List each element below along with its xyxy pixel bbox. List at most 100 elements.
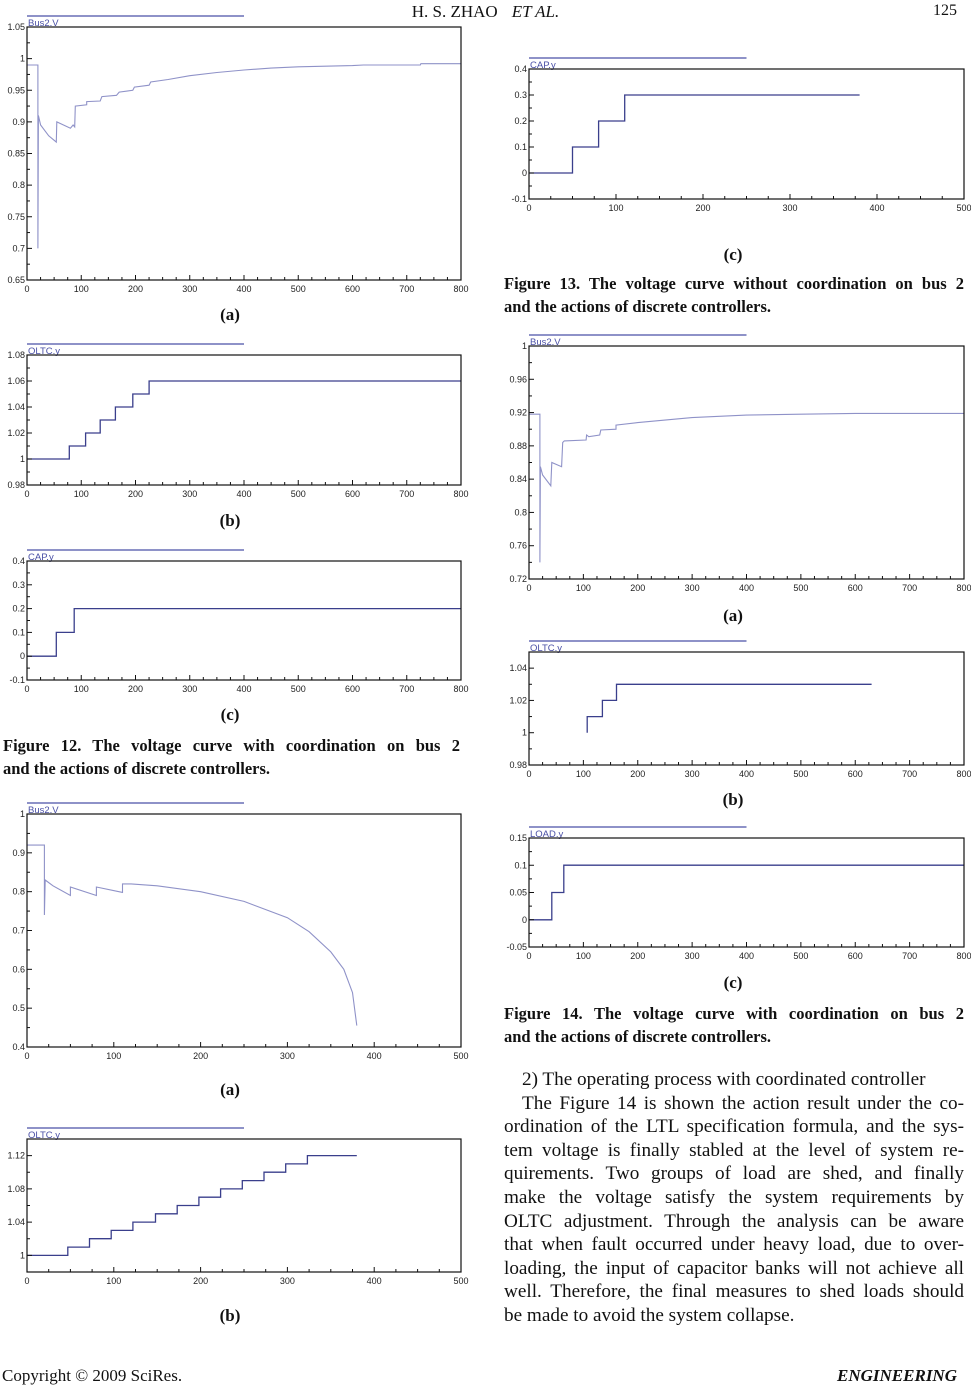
figure-13-caption: Figure 13. The voltage curve without coo… [504,272,964,318]
legend-label: CAP.y [28,552,54,563]
plot-frame [528,68,965,200]
x-tick-label: 800 [956,769,971,779]
subfig-label-13c: (c) [723,245,743,264]
y-tick-label: 1 [522,728,527,738]
y-tick-label: 0.2 [12,604,25,614]
y-tick-label: 1.08 [7,350,25,360]
x-tick-label: 700 [902,769,917,779]
x-tick-label: 500 [793,769,808,779]
y-tick-label: 0.84 [509,474,527,484]
subfig-label-14a: (a) [723,606,743,625]
x-tick-label: 700 [399,684,414,694]
caption-line: Figure 12. The voltage curve with coordi… [3,736,460,755]
y-tick-label: 0.88 [509,441,527,451]
series-line [529,412,964,563]
y-tick-label: 0.9 [12,848,25,858]
x-tick-label: 0 [24,684,29,694]
x-tick-label: 500 [291,684,306,694]
figure-14-caption: Figure 14. The voltage curve with coordi… [504,1002,964,1048]
subfig-label-12a: (a) [220,305,240,324]
x-tick-label: 700 [399,284,414,294]
running-header: H. S. ZHAO ET AL. [0,2,971,22]
x-tick-label: 700 [902,951,917,961]
page-number: 125 [933,2,957,19]
series-line [27,844,358,1026]
x-tick-label: 300 [182,489,197,499]
y-tick-label: 0.1 [12,627,25,637]
y-tick-label: 0.72 [509,574,527,584]
x-tick-label: 400 [236,489,251,499]
legend-label: OLTC.y [28,1130,60,1141]
y-tick-label: 0.98 [509,760,527,770]
y-tick-label: 1.02 [7,428,25,438]
x-tick-label: 0 [24,284,29,294]
body-line: tem voltage is finally stabled at the le… [504,1139,964,1161]
body-line: loading, the input of capacitor banks wi… [504,1257,964,1279]
x-tick-label: 200 [128,284,143,294]
x-tick-label: 500 [453,1051,468,1061]
x-tick-label: 400 [367,1051,382,1061]
y-tick-label: 0.6 [12,964,25,974]
body-line: that when fault occurred under heavy loa… [504,1234,964,1256]
y-tick-label: 0.7 [12,243,25,253]
y-tick-label: -0.1 [9,675,25,685]
x-tick-label: 600 [345,284,360,294]
plot-frame [26,1138,462,1273]
chart-fig13b-oltc: OLTC.y 0 100 200 300 400 500 1 1.04 1.08 1.12 [7,1127,469,1286]
chart-svg: OLTC.y 0 100 200 300 400 500 600 700 800 0.98 1 1.02… [7,343,469,499]
subfig-label-12c: (c) [220,705,240,724]
x-tick-label: 300 [280,1276,295,1286]
x-tick-label: 600 [848,769,863,779]
x-tick-label: 200 [128,489,143,499]
x-tick-label: 100 [608,203,623,213]
legend-label: LOAD.y [530,829,564,840]
footer-journal: ENGINEERING [837,1366,957,1385]
y-tick-label: 0.95 [7,85,25,95]
x-tick-label: 400 [869,203,884,213]
y-tick-label: 0.1 [514,860,527,870]
chart-fig14a-bus2-voltage: Bus2.V 0 100 200 300 400 500 600 700 800 0.72 0.76 0… [509,334,971,593]
x-tick-label: 500 [291,489,306,499]
chart-svg: OLTC.y 0 100 200 300 400 500 600 700 800 0.98 1 1.02… [509,640,971,779]
y-tick-label: 0.1 [514,142,527,152]
chart-fig12c-cap: CAP.y 0 100 200 300 400 500 600 700 800 -0.1 0 0.1 0.… [9,549,469,694]
subfig-label-14c: (c) [723,973,743,992]
y-tick-label: 1 [20,809,25,819]
x-tick-label: 300 [182,684,197,694]
y-tick-label: 0 [522,915,527,925]
x-tick-label: 0 [526,951,531,961]
x-tick-label: 600 [345,684,360,694]
y-tick-label: -0.1 [511,194,527,204]
x-tick-label: 200 [193,1276,208,1286]
x-tick-label: 100 [106,1276,121,1286]
y-tick-label: 0.98 [7,480,25,490]
y-tick-label: 1 [20,454,25,464]
caption-line: and the actions of discrete controllers. [3,759,271,778]
x-tick-label: 400 [236,684,251,694]
x-tick-label: 500 [793,951,808,961]
chart-svg: Bus2.V 0 100 200 300 400 500 0.4 0.5 0.6 0.7 0.8 0.9… [12,802,469,1061]
x-tick-label: 0 [526,769,531,779]
footer-copyright: Copyright © 2009 SciRes. [2,1366,183,1385]
series-line [27,1154,357,1257]
plot-frame [26,560,462,681]
plot-frame [26,813,462,1048]
body-line: be made to avoid the system collapse. [504,1304,795,1326]
x-tick-label: 500 [291,284,306,294]
legend-label: Bus2.V [530,337,561,348]
y-tick-label: 1.04 [7,1217,25,1227]
chart-fig13c-cap: CAP.y 0 100 200 300 400 500 -0.1 0 0.1 0.2 0.3 0.4 [511,57,971,213]
body-line: The Figure 14 is shown the action result… [522,1092,964,1114]
x-tick-label: 100 [106,1051,121,1061]
y-tick-label: 0.05 [509,888,527,898]
plot-frame [528,651,965,766]
x-tick-label: 600 [848,951,863,961]
x-tick-label: 500 [956,203,971,213]
chart-svg: Bus2.V 0 100 200 300 400 500 600 700 800 0.72 0.76 0… [509,334,971,593]
x-tick-label: 100 [74,684,89,694]
body-line: ordination of the LTL specification form… [504,1116,964,1138]
x-tick-label: 800 [453,684,468,694]
y-tick-label: 0.15 [509,833,527,843]
y-tick-label: 0.7 [12,926,25,936]
y-tick-label: 1.06 [7,376,25,386]
